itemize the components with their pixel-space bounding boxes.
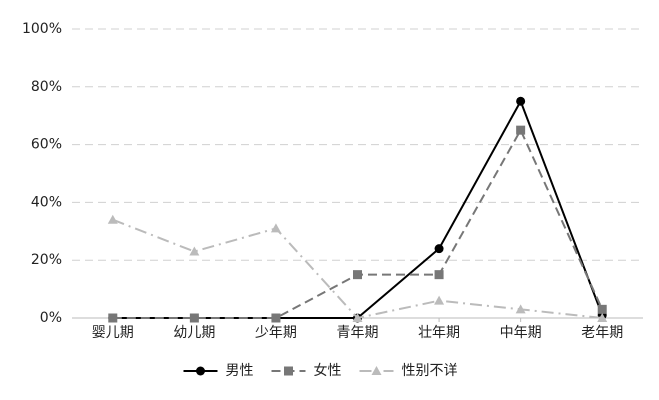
x-tick-label: 青年期 xyxy=(337,325,379,341)
x-tick-label: 中年期 xyxy=(500,325,542,341)
marker xyxy=(270,223,281,233)
y-tick-label: 100% xyxy=(22,21,62,37)
y-tick-label: 0% xyxy=(40,310,62,326)
y-tick-label: 60% xyxy=(31,137,62,153)
series-line xyxy=(112,98,604,319)
marker xyxy=(597,304,607,314)
marker xyxy=(196,366,205,376)
marker xyxy=(107,214,118,224)
y-tick-label: 80% xyxy=(31,79,62,95)
x-tick-label: 幼儿期 xyxy=(173,325,215,341)
x-tick-label: 少年期 xyxy=(255,325,297,341)
marker xyxy=(434,244,444,254)
marker xyxy=(271,313,281,323)
marker xyxy=(108,313,118,323)
series-line xyxy=(112,127,604,319)
marker xyxy=(515,304,526,314)
marker xyxy=(189,246,200,256)
marker xyxy=(597,313,608,322)
marker xyxy=(516,125,526,135)
x-tick-label: 老年期 xyxy=(581,325,623,341)
marker xyxy=(434,295,445,305)
y-tick-label: 20% xyxy=(31,252,62,268)
marker xyxy=(434,270,444,280)
marker xyxy=(189,313,199,323)
marker xyxy=(284,366,293,376)
marker xyxy=(352,313,363,322)
marker xyxy=(353,270,362,280)
series-line xyxy=(112,218,603,320)
y-tick-label: 40% xyxy=(31,194,62,210)
legend-label: 性别不详 xyxy=(402,363,458,379)
legend-label: 女性 xyxy=(314,362,342,379)
marker xyxy=(371,366,382,375)
legend-label: 男性 xyxy=(226,363,254,379)
x-tick-label: 婴儿期 xyxy=(92,325,134,341)
x-tick-label: 壮年期 xyxy=(418,325,460,341)
marker xyxy=(516,96,526,106)
